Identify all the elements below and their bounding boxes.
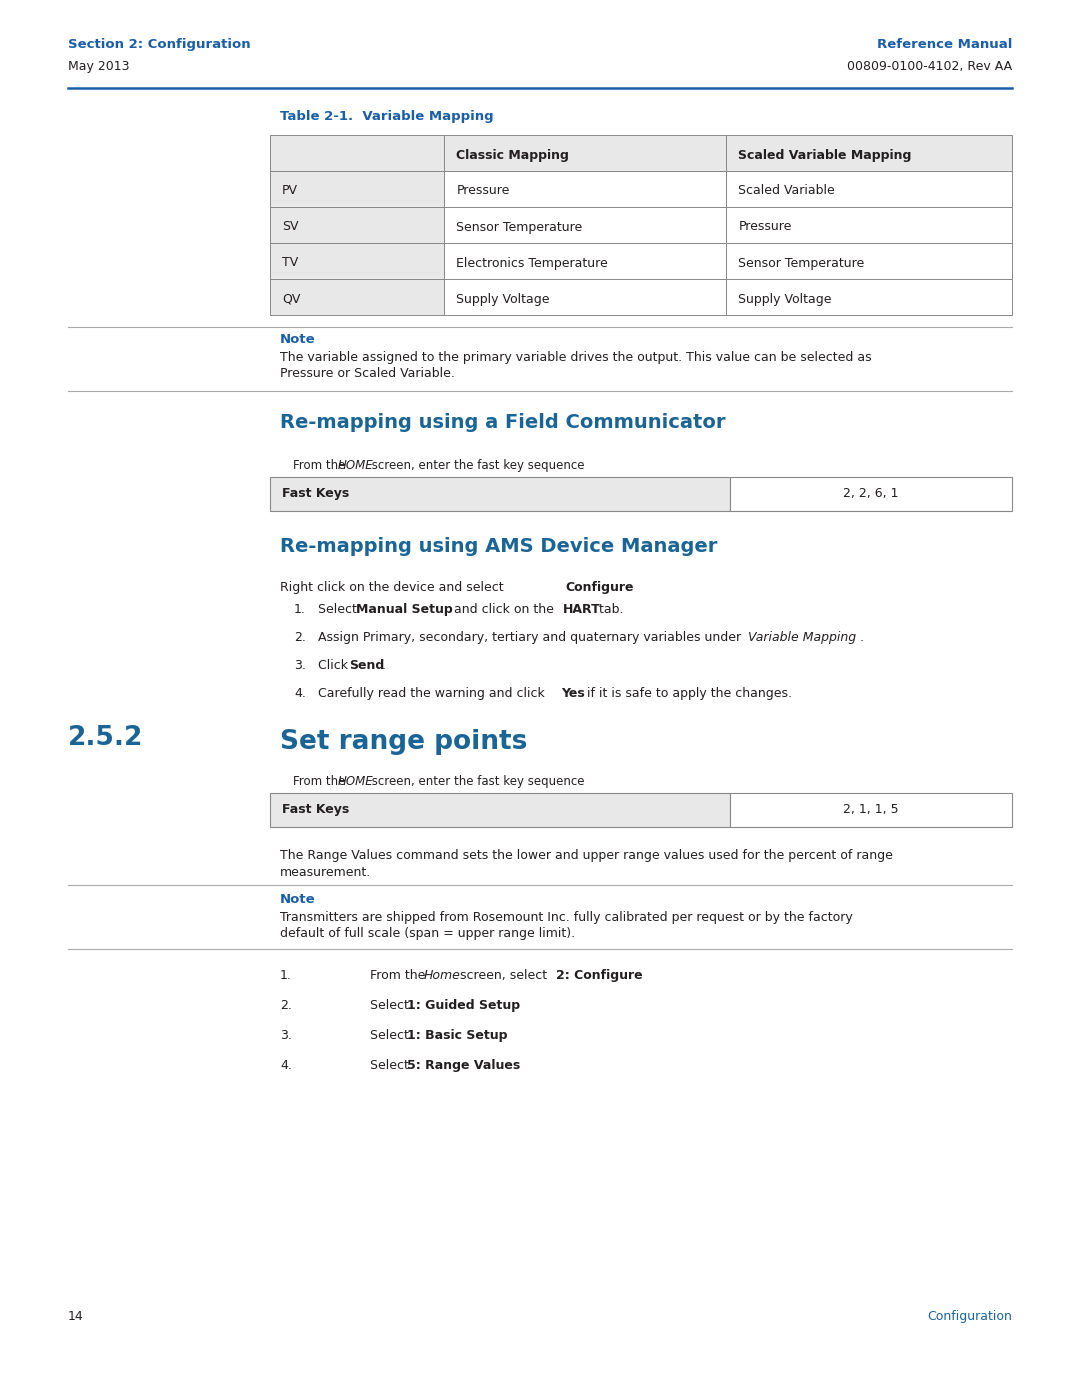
Bar: [730, 793, 1012, 827]
Text: tab.: tab.: [595, 604, 623, 616]
Bar: [444, 136, 727, 170]
Text: The Range Values command sets the lower and upper range values used for the perc: The Range Values command sets the lower …: [280, 849, 893, 862]
Text: Yes: Yes: [561, 687, 584, 700]
Text: Select: Select: [370, 1030, 413, 1042]
Text: and click on the: and click on the: [450, 604, 558, 616]
Text: 5: Range Values: 5: Range Values: [407, 1059, 521, 1071]
Bar: [727, 207, 1012, 243]
Text: Transmitters are shipped from Rosemount Inc. fully calibrated per request or by : Transmitters are shipped from Rosemount …: [280, 911, 853, 923]
Text: Classic Mapping: Classic Mapping: [457, 148, 569, 162]
Text: Re-mapping using a Field Communicator: Re-mapping using a Field Communicator: [280, 414, 726, 432]
Text: Fast Keys: Fast Keys: [282, 488, 349, 500]
Text: Manual Setup: Manual Setup: [356, 604, 453, 616]
Bar: [270, 279, 444, 314]
Text: measurement.: measurement.: [280, 866, 372, 879]
Text: 2.5.2: 2.5.2: [68, 725, 144, 752]
Bar: [727, 279, 1012, 314]
Text: 4.: 4.: [294, 687, 306, 700]
Text: HART: HART: [563, 604, 600, 616]
Text: 2.: 2.: [280, 999, 292, 1011]
Text: Select: Select: [370, 1059, 413, 1071]
Text: .: .: [626, 581, 630, 594]
Text: SV: SV: [282, 221, 298, 233]
Bar: [727, 136, 1012, 170]
Text: May 2013: May 2013: [68, 60, 130, 73]
Text: Scaled Variable: Scaled Variable: [739, 184, 835, 197]
Text: 2: Configure: 2: Configure: [556, 970, 643, 982]
Text: Click: Click: [318, 659, 352, 672]
Text: 2, 2, 6, 1: 2, 2, 6, 1: [843, 488, 899, 500]
Bar: [270, 243, 444, 279]
Text: .: .: [382, 659, 386, 672]
Text: 3.: 3.: [294, 659, 306, 672]
Bar: [444, 170, 727, 207]
Text: Pressure: Pressure: [739, 221, 792, 233]
Text: Scaled Variable Mapping: Scaled Variable Mapping: [739, 148, 912, 162]
Bar: [270, 136, 444, 170]
Text: Select: Select: [318, 604, 361, 616]
Text: Configure: Configure: [565, 581, 634, 594]
Text: HOME: HOME: [338, 460, 374, 472]
Bar: [270, 476, 730, 511]
Text: QV: QV: [282, 292, 300, 306]
Bar: [727, 243, 1012, 279]
Bar: [270, 207, 444, 243]
Text: Table 2-1.  Variable Mapping: Table 2-1. Variable Mapping: [280, 110, 494, 123]
Text: 4.: 4.: [280, 1059, 292, 1071]
Bar: [270, 170, 444, 207]
Text: 2.: 2.: [294, 631, 306, 644]
Text: HOME: HOME: [338, 775, 374, 788]
Text: 1: Basic Setup: 1: Basic Setup: [407, 1030, 508, 1042]
Text: Variable Mapping: Variable Mapping: [748, 631, 856, 644]
Bar: [444, 207, 727, 243]
Text: Re-mapping using AMS Device Manager: Re-mapping using AMS Device Manager: [280, 536, 717, 556]
Text: Carefully read the warning and click: Carefully read the warning and click: [318, 687, 549, 700]
Text: Reference Manual: Reference Manual: [877, 38, 1012, 52]
Text: 1.: 1.: [294, 604, 306, 616]
Text: 1.: 1.: [280, 970, 292, 982]
Bar: [727, 170, 1012, 207]
Text: .: .: [860, 631, 864, 644]
Text: screen, select: screen, select: [456, 970, 551, 982]
Text: screen, enter the fast key sequence: screen, enter the fast key sequence: [368, 775, 584, 788]
Text: Pressure or Scaled Variable.: Pressure or Scaled Variable.: [280, 367, 455, 380]
Text: Assign Primary, secondary, tertiary and quaternary variables under: Assign Primary, secondary, tertiary and …: [318, 631, 745, 644]
Bar: [444, 279, 727, 314]
Text: Send: Send: [349, 659, 384, 672]
Text: default of full scale (span = upper range limit).: default of full scale (span = upper rang…: [280, 928, 576, 940]
Text: Right click on the device and select: Right click on the device and select: [280, 581, 508, 594]
Text: 14: 14: [68, 1310, 84, 1323]
Text: 1: Guided Setup: 1: Guided Setup: [407, 999, 521, 1011]
Text: Sensor Temperature: Sensor Temperature: [457, 221, 582, 233]
Bar: [270, 793, 730, 827]
Text: 2, 1, 1, 5: 2, 1, 1, 5: [843, 803, 899, 816]
Text: TV: TV: [282, 257, 298, 270]
Text: From the: From the: [293, 775, 349, 788]
Text: From the: From the: [293, 460, 349, 472]
Text: Note: Note: [280, 893, 315, 907]
Text: PV: PV: [282, 184, 298, 197]
Text: 00809-0100-4102, Rev AA: 00809-0100-4102, Rev AA: [847, 60, 1012, 73]
Text: Configuration: Configuration: [927, 1310, 1012, 1323]
Text: Fast Keys: Fast Keys: [282, 803, 349, 816]
Text: From the: From the: [370, 970, 430, 982]
Text: if it is safe to apply the changes.: if it is safe to apply the changes.: [583, 687, 792, 700]
Text: Note: Note: [280, 332, 315, 346]
Text: 3.: 3.: [280, 1030, 292, 1042]
Text: screen, enter the fast key sequence: screen, enter the fast key sequence: [368, 460, 584, 472]
Text: Select: Select: [370, 999, 413, 1011]
Text: Supply Voltage: Supply Voltage: [457, 292, 550, 306]
Text: Supply Voltage: Supply Voltage: [739, 292, 832, 306]
Bar: [444, 243, 727, 279]
Text: The variable assigned to the primary variable drives the output. This value can : The variable assigned to the primary var…: [280, 351, 872, 365]
Text: Home: Home: [424, 970, 461, 982]
Text: Electronics Temperature: Electronics Temperature: [457, 257, 608, 270]
Bar: [730, 476, 1012, 511]
Text: Pressure: Pressure: [457, 184, 510, 197]
Text: Set range points: Set range points: [280, 729, 527, 754]
Text: Section 2: Configuration: Section 2: Configuration: [68, 38, 251, 52]
Text: Sensor Temperature: Sensor Temperature: [739, 257, 865, 270]
